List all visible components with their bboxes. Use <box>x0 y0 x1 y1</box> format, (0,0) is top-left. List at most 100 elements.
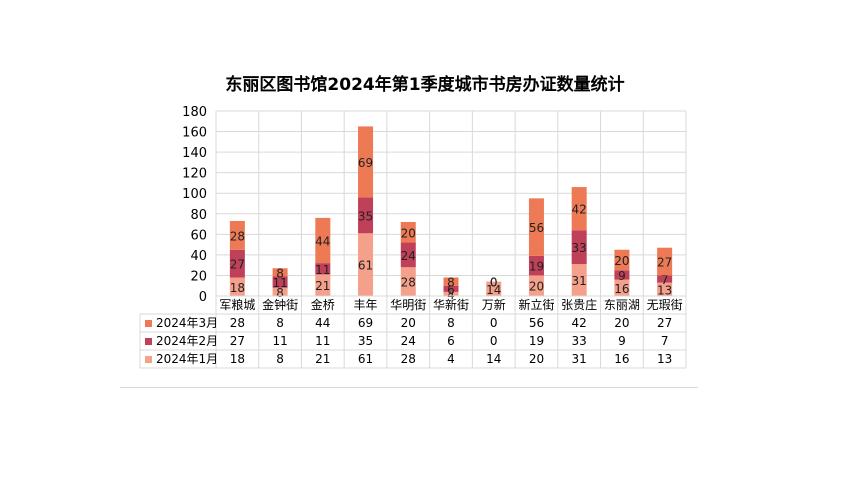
y-tick-label: 20 <box>190 269 207 284</box>
data-label: 4 <box>447 288 455 302</box>
bar-segment <box>272 268 288 277</box>
data-label: 24 <box>401 249 416 263</box>
bar-segment <box>358 233 374 296</box>
y-tick-label: 60 <box>190 228 207 243</box>
table-value: 69 <box>358 316 373 330</box>
y-tick-label: 180 <box>182 105 207 120</box>
table-value: 19 <box>529 334 544 348</box>
x-category-label: 无瑕街 <box>647 298 683 312</box>
bar-segment <box>400 222 416 243</box>
bar-segment <box>229 220 245 250</box>
table-value: 42 <box>572 316 587 330</box>
table-value: 8 <box>447 316 455 330</box>
y-tick-label: 0 <box>199 290 207 305</box>
table-value: 8 <box>276 352 284 366</box>
x-category-label: 张贵庄 <box>561 297 597 312</box>
table-value: 27 <box>657 316 672 330</box>
data-label: 56 <box>529 221 544 235</box>
data-label: 9 <box>618 269 626 283</box>
x-category-label: 金桥 <box>311 297 335 312</box>
y-tick-label: 160 <box>182 126 207 141</box>
bar-segment <box>229 277 245 296</box>
table-value: 14 <box>486 352 501 366</box>
bar-segment <box>358 197 374 234</box>
data-label: 0 <box>490 276 498 290</box>
legend-swatch <box>145 338 152 345</box>
table-value: 44 <box>315 316 330 330</box>
data-label: 35 <box>358 209 373 223</box>
y-tick-label: 40 <box>190 249 207 264</box>
y-tick-label: 120 <box>182 167 207 182</box>
bar-segment <box>571 264 587 296</box>
x-category-label: 金钟街 <box>262 297 298 312</box>
bar-segment <box>229 249 245 278</box>
data-label: 33 <box>572 241 587 255</box>
bar-segment <box>614 270 630 280</box>
bar-segment <box>315 263 331 275</box>
table-value: 33 <box>572 334 587 348</box>
data-label: 13 <box>657 283 672 297</box>
table-value: 7 <box>661 334 669 348</box>
data-label: 42 <box>572 203 587 217</box>
data-label: 19 <box>529 260 544 274</box>
table-value: 18 <box>230 352 245 366</box>
data-label: 16 <box>614 282 629 296</box>
table-value: 20 <box>614 316 629 330</box>
x-category-label: 华明街 <box>390 298 426 312</box>
data-label: 28 <box>401 276 416 290</box>
table-value: 28 <box>230 316 245 330</box>
data-label: 27 <box>657 256 672 270</box>
data-label: 69 <box>358 156 373 170</box>
legend-label: 2024年1月 <box>156 352 218 366</box>
x-category-label: 万新 <box>482 297 506 312</box>
data-label: 14 <box>486 283 501 297</box>
bar-segment <box>528 198 544 256</box>
bar-segment <box>657 247 673 276</box>
table-value: 24 <box>401 334 416 348</box>
bar-segment <box>528 275 544 296</box>
legend-label: 2024年2月 <box>156 334 218 348</box>
bar-segment <box>486 281 502 296</box>
bar-segment <box>657 282 673 296</box>
bar-segment <box>443 291 459 296</box>
table-value: 0 <box>490 316 498 330</box>
data-label: 7 <box>661 273 669 287</box>
bar-segment <box>657 275 673 283</box>
data-label: 20 <box>529 280 544 294</box>
table-value: 6 <box>447 334 455 348</box>
y-tick-label: 140 <box>182 146 207 161</box>
data-label: 0 <box>490 276 498 290</box>
table-value: 27 <box>230 334 245 348</box>
table-value: 0 <box>490 334 498 348</box>
bar-segment <box>571 230 587 265</box>
legend-swatch <box>145 356 152 363</box>
table-value: 61 <box>358 352 373 366</box>
data-label: 31 <box>572 274 587 288</box>
data-label: 61 <box>358 259 373 273</box>
table-value: 4 <box>447 352 455 366</box>
table-value: 31 <box>572 352 587 366</box>
table-value: 35 <box>358 334 373 348</box>
x-category-label: 军粮城 <box>219 297 255 312</box>
data-label: 44 <box>315 235 330 249</box>
bar-segment <box>443 285 459 292</box>
table-value: 21 <box>315 352 330 366</box>
data-label: 8 <box>276 266 284 280</box>
bar-segment <box>528 255 544 276</box>
data-label: 27 <box>230 258 245 272</box>
data-label: 8 <box>276 286 284 300</box>
bar-segment <box>272 276 288 288</box>
legend-label: 2024年3月 <box>156 316 218 330</box>
data-label: 11 <box>315 263 330 277</box>
chart-title: 东丽区图书馆2024年第1季度城市书房办证数量统计 <box>225 75 625 95</box>
table-value: 13 <box>657 352 672 366</box>
x-category-label: 丰年 <box>354 298 378 312</box>
bar-segment <box>358 126 374 198</box>
data-label: 20 <box>614 254 629 268</box>
data-label: 20 <box>401 226 416 240</box>
table-value: 16 <box>614 352 629 366</box>
table-value: 11 <box>272 334 287 348</box>
table-value: 20 <box>401 316 416 330</box>
data-label: 21 <box>315 279 330 293</box>
